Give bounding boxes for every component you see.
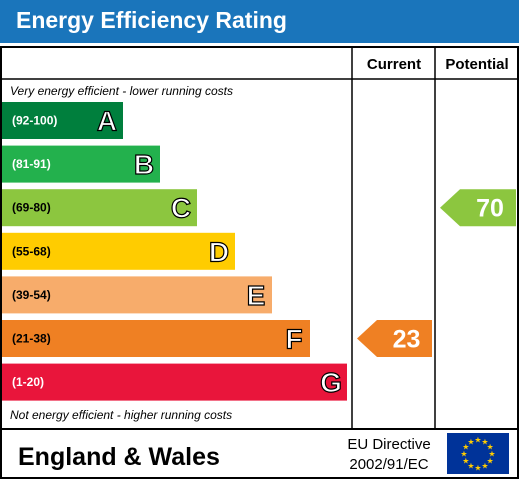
eu-star: ★ <box>462 443 469 452</box>
band-e-bar <box>2 276 272 314</box>
eu-flag-icon: ★ ★★★★★★★★★★★ <box>447 433 509 474</box>
current-rating-value: 23 <box>393 326 421 354</box>
score-arrows: 23 70 <box>357 189 516 357</box>
band-d-letter: D <box>209 236 229 267</box>
eu-star: ★ <box>462 457 469 466</box>
eu-star: ★ <box>467 437 474 446</box>
band-f-range: (21-38) <box>12 332 51 346</box>
eu-star: ★ <box>474 464 481 473</box>
band-c-bar <box>2 189 197 227</box>
band-e-letter: E <box>247 280 266 311</box>
table-frame <box>0 46 519 479</box>
eu-star: ★ <box>460 450 467 459</box>
header-bar: Energy Efficiency Rating <box>0 0 519 43</box>
band-b-bar <box>2 145 160 183</box>
band-d-range: (55-68) <box>12 244 51 258</box>
band-f-bar <box>2 320 310 357</box>
band-g-letter: G <box>320 367 342 398</box>
band-c-range: (69-80) <box>12 201 51 215</box>
footer-region: England & Wales <box>18 443 220 471</box>
band-g-bar <box>2 363 347 401</box>
band-g-range: (1-20) <box>12 375 44 389</box>
page-title: Energy Efficiency Rating <box>16 7 287 33</box>
band-a-bar <box>2 102 123 139</box>
current-rating-arrow <box>357 320 432 357</box>
eu-star: ★ <box>487 443 494 452</box>
column-header-potential: Potential <box>445 56 508 73</box>
potential-rating-value: 70 <box>476 195 504 223</box>
eu-star: ★ <box>481 437 488 446</box>
band-a-range: (92-100) <box>12 114 57 128</box>
eu-star: ★ <box>467 462 474 471</box>
column-header-current: Current <box>367 56 421 73</box>
footer-directive-line2: 2002/91/EC <box>349 456 428 473</box>
band-f-letter: F <box>285 324 302 355</box>
eu-star: ★ <box>481 462 488 471</box>
note-bottom: Not energy efficient - higher running co… <box>10 408 232 422</box>
band-e-range: (39-54) <box>12 288 51 302</box>
note-top: Very energy efficient - lower running co… <box>10 84 233 98</box>
rating-bands: (92-100) A (81-91) B (69-80) C (55-68) D (39-54)… <box>2 102 347 401</box>
eu-star: ★ <box>474 436 481 445</box>
eu-star: ★ <box>488 450 495 459</box>
band-a-letter: A <box>97 106 117 137</box>
band-d-bar <box>2 232 235 270</box>
band-b-range: (81-91) <box>12 157 51 171</box>
band-c-letter: C <box>171 193 191 224</box>
eu-star: ★ <box>487 457 494 466</box>
potential-rating-arrow <box>440 189 516 227</box>
footer-directive-line1: EU Directive <box>347 436 430 453</box>
band-b-letter: B <box>134 149 154 180</box>
